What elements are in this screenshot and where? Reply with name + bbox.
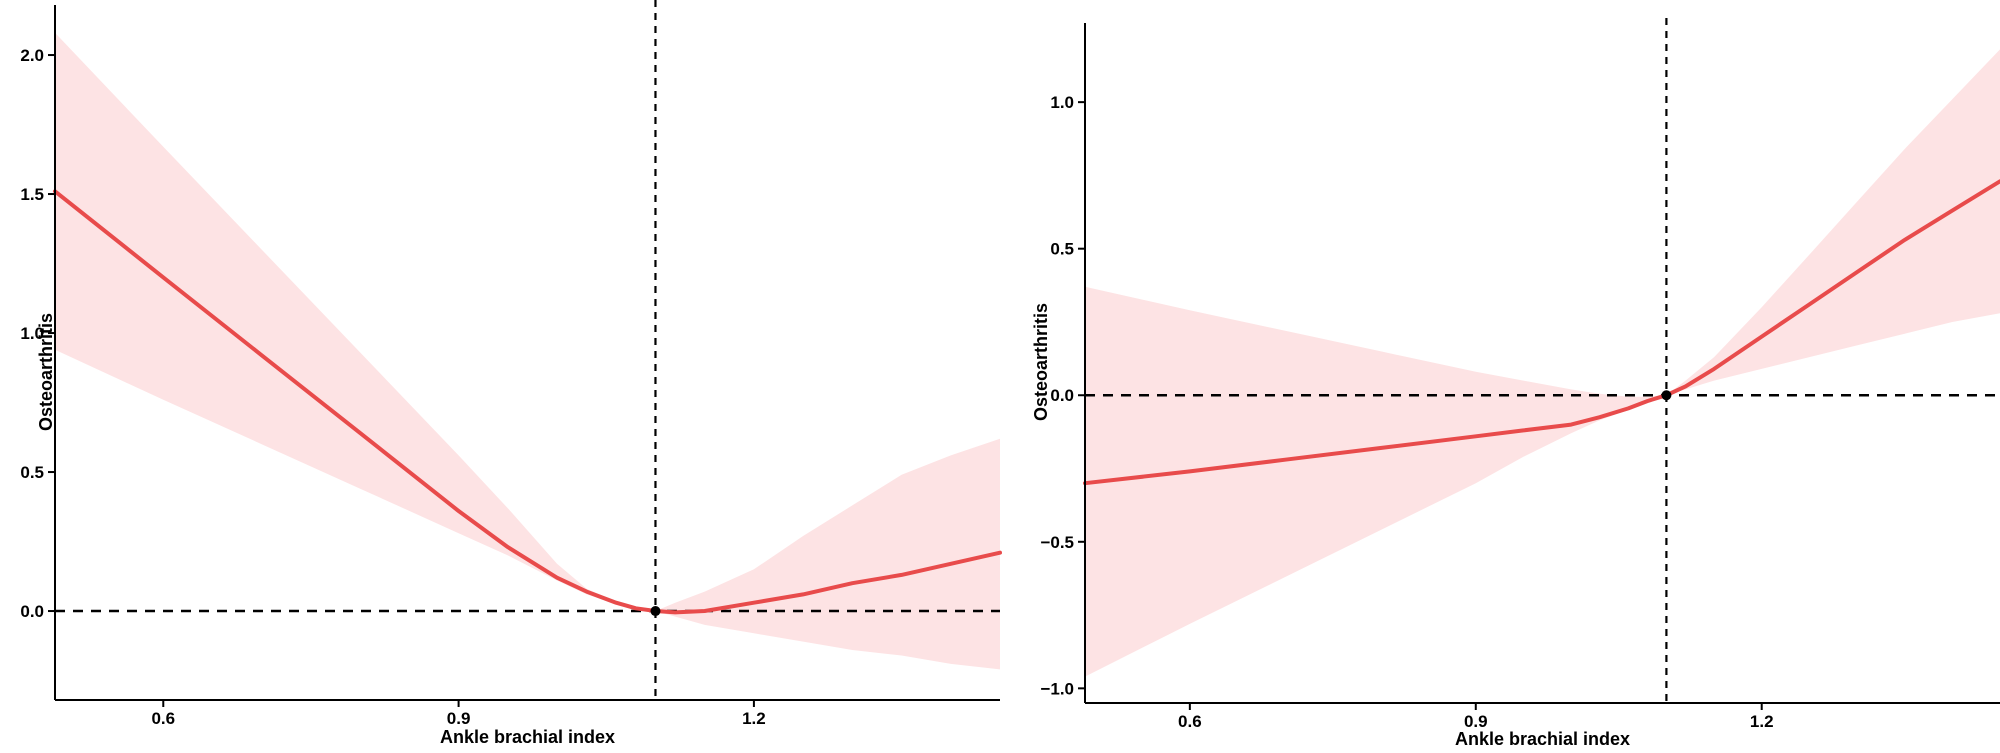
chart-1-estimate-line: [1083, 179, 2000, 486]
chart-0-reference-point: [650, 606, 661, 617]
chart-1-y-tick-label: 1.0: [1050, 93, 1074, 112]
chart-0-y-tick-label: 0.0: [20, 602, 44, 621]
chart-1-x-tick-label: 0.6: [1178, 712, 1202, 731]
chart-0-x-tick-label: 1.2: [742, 709, 766, 728]
chart-0-y-tick-label: 1.5: [20, 185, 44, 204]
chart-1-y-tick-label: 0.0: [1050, 386, 1074, 405]
plot-left: 0.0 0.5 1.0 1.5 2.0 0.6 0.9 1.2 Ankle brachial i…: [20, 0, 1002, 747]
chart-0-y-tick-label: 2.0: [20, 46, 44, 65]
chart-0-estimate-line: [53, 189, 1002, 615]
chart-0-y-tick-label: 1.0: [20, 324, 44, 343]
chart-1-x-axis-title: Ankle brachial index: [1455, 729, 1630, 749]
chart-1-y-tick-label: −1.0: [1040, 679, 1074, 698]
chart-0-y-tick-label: 0.5: [20, 463, 44, 482]
chart-1-reference-point: [1661, 390, 1672, 401]
plot-right: −1.0 −0.5 0.0 0.5 1.0 0.6 0.9 1.2 Ankle brachial…: [1031, 18, 2000, 749]
chart-0-x-tick-label: 0.9: [447, 709, 471, 728]
chart-1-x-tick-label: 1.2: [1750, 712, 1774, 731]
chart-1-y-axis-title: Osteoarthritis: [1031, 303, 1051, 421]
chart-1-y-tick-label: −0.5: [1040, 533, 1074, 552]
chart-0-confidence-band: [55, 32, 1000, 670]
chart-0-y-axis-title: Osteoarthritis: [36, 313, 56, 431]
chart-0-x-axis-title: Ankle brachial index: [440, 727, 615, 747]
chart-0-x-tick-label: 0.6: [151, 709, 175, 728]
chart-1-confidence-band: [1085, 49, 2000, 677]
chart-1-y-tick-label: 0.5: [1050, 240, 1074, 259]
chart-1-x-tick-label: 0.9: [1464, 712, 1488, 731]
